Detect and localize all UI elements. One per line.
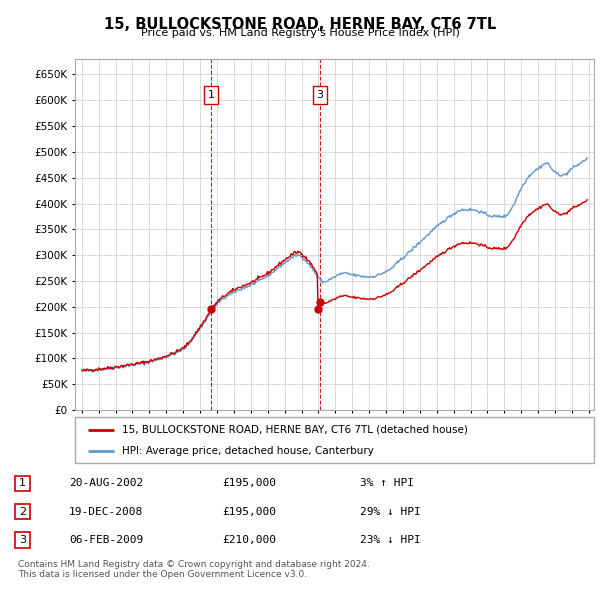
Text: 23% ↓ HPI: 23% ↓ HPI [360,535,421,545]
Text: 3: 3 [19,535,26,545]
Text: 06-FEB-2009: 06-FEB-2009 [69,535,143,545]
Point [206,304,216,314]
Text: 19-DEC-2008: 19-DEC-2008 [69,507,143,516]
Point [315,297,325,306]
Text: 1: 1 [19,478,26,488]
Text: 2: 2 [19,507,26,516]
Text: HPI: Average price, detached house, Canterbury: HPI: Average price, detached house, Cant… [122,445,374,455]
Point [313,304,323,314]
Text: 1: 1 [208,90,214,100]
Text: 3% ↑ HPI: 3% ↑ HPI [360,478,414,488]
Text: 3: 3 [316,90,323,100]
Text: 15, BULLOCKSTONE ROAD, HERNE BAY, CT6 7TL: 15, BULLOCKSTONE ROAD, HERNE BAY, CT6 7T… [104,17,496,31]
Text: £195,000: £195,000 [222,478,276,488]
Text: Price paid vs. HM Land Registry's House Price Index (HPI): Price paid vs. HM Land Registry's House … [140,28,460,38]
Text: £195,000: £195,000 [222,507,276,516]
Text: Contains HM Land Registry data © Crown copyright and database right 2024.
This d: Contains HM Land Registry data © Crown c… [18,560,370,579]
Text: 15, BULLOCKSTONE ROAD, HERNE BAY, CT6 7TL (detached house): 15, BULLOCKSTONE ROAD, HERNE BAY, CT6 7T… [122,425,467,435]
Text: £210,000: £210,000 [222,535,276,545]
Text: 20-AUG-2002: 20-AUG-2002 [69,478,143,488]
Text: 29% ↓ HPI: 29% ↓ HPI [360,507,421,516]
